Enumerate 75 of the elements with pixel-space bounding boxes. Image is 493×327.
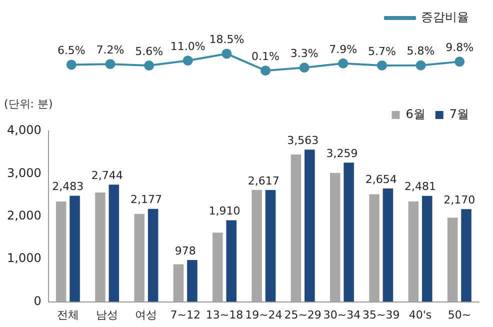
point (376, 60, 387, 70)
bar (408, 201, 419, 302)
data-label: 7.9% (329, 42, 358, 56)
data-label: 2,617 (248, 174, 280, 188)
bar (70, 196, 80, 302)
x-tick-label: 50~ (448, 308, 472, 322)
data-label: 3,259 (326, 147, 358, 160)
data-label: 2,654 (365, 172, 397, 186)
bar (304, 150, 315, 302)
point (416, 60, 426, 70)
legend-label: 증감비율 (421, 10, 469, 24)
data-label: 978 (174, 244, 196, 258)
bar (95, 192, 106, 302)
bar (134, 214, 145, 302)
data-label: 2,483 (52, 180, 84, 194)
point (66, 60, 76, 70)
data-label: 5.7% (368, 44, 396, 58)
x-tick-label: 남성 (96, 308, 118, 322)
x-tick-label: 25~29 (284, 308, 322, 322)
data-label: 2,170 (444, 194, 476, 206)
data-label: 5.8% (406, 44, 435, 58)
data-label: 0.1% (252, 50, 280, 63)
bar (422, 196, 432, 302)
bar (252, 190, 262, 302)
data-label: 3,563 (287, 134, 319, 148)
data-label: 2,481 (404, 180, 436, 194)
x-tick-label: 7~12 (170, 308, 200, 322)
y-tick-label: 2,000 (6, 208, 42, 223)
y-axis-title: (단위: 분) (4, 97, 53, 110)
point (105, 59, 116, 70)
y-tick-label: 1,000 (6, 251, 42, 266)
data-label: 18.5% (209, 33, 244, 46)
bar (369, 194, 380, 302)
bar (447, 218, 458, 302)
data-label: 5.6% (135, 44, 164, 58)
bar (265, 190, 276, 302)
x-tick-label: 35~39 (362, 308, 400, 322)
point (222, 48, 232, 59)
data-label: 9.8% (446, 41, 474, 54)
y-tick-label: 4,000 (6, 123, 42, 138)
data-label: 2,744 (91, 168, 123, 182)
bar (56, 201, 66, 302)
x-tick-label: 여성 (135, 308, 158, 322)
point (182, 56, 193, 66)
bar (461, 209, 472, 302)
data-label: 7.2% (96, 43, 124, 56)
bar (344, 162, 354, 302)
legend-label: 6월 (406, 107, 426, 122)
bar (382, 188, 394, 302)
data-label: 11.0% (170, 40, 206, 53)
x-tick-label: 30~34 (323, 308, 361, 322)
data-label: 1,910 (208, 204, 240, 218)
bar (148, 208, 158, 302)
legend-label: 7월 (449, 107, 470, 122)
point (454, 56, 465, 67)
x-tick-label: 40's (408, 308, 432, 322)
bar (330, 172, 340, 302)
bar (173, 264, 184, 302)
x-tick-label: 13~18 (206, 308, 244, 322)
point (260, 66, 270, 76)
point (338, 58, 348, 68)
bar (108, 184, 120, 302)
x-tick-label: 19~24 (245, 308, 282, 322)
point (299, 62, 310, 73)
x-tick-label: 전체 (56, 308, 79, 322)
point (144, 60, 154, 71)
data-label: 3.3% (290, 47, 318, 60)
bar (212, 232, 223, 302)
bar (226, 220, 237, 302)
data-label: 2,177 (130, 193, 162, 206)
y-tick-label: 3,000 (6, 166, 42, 180)
bar (187, 260, 198, 302)
y-tick-label: 0 (34, 294, 42, 308)
data-label: 6.5% (57, 44, 86, 58)
bar (290, 154, 302, 302)
